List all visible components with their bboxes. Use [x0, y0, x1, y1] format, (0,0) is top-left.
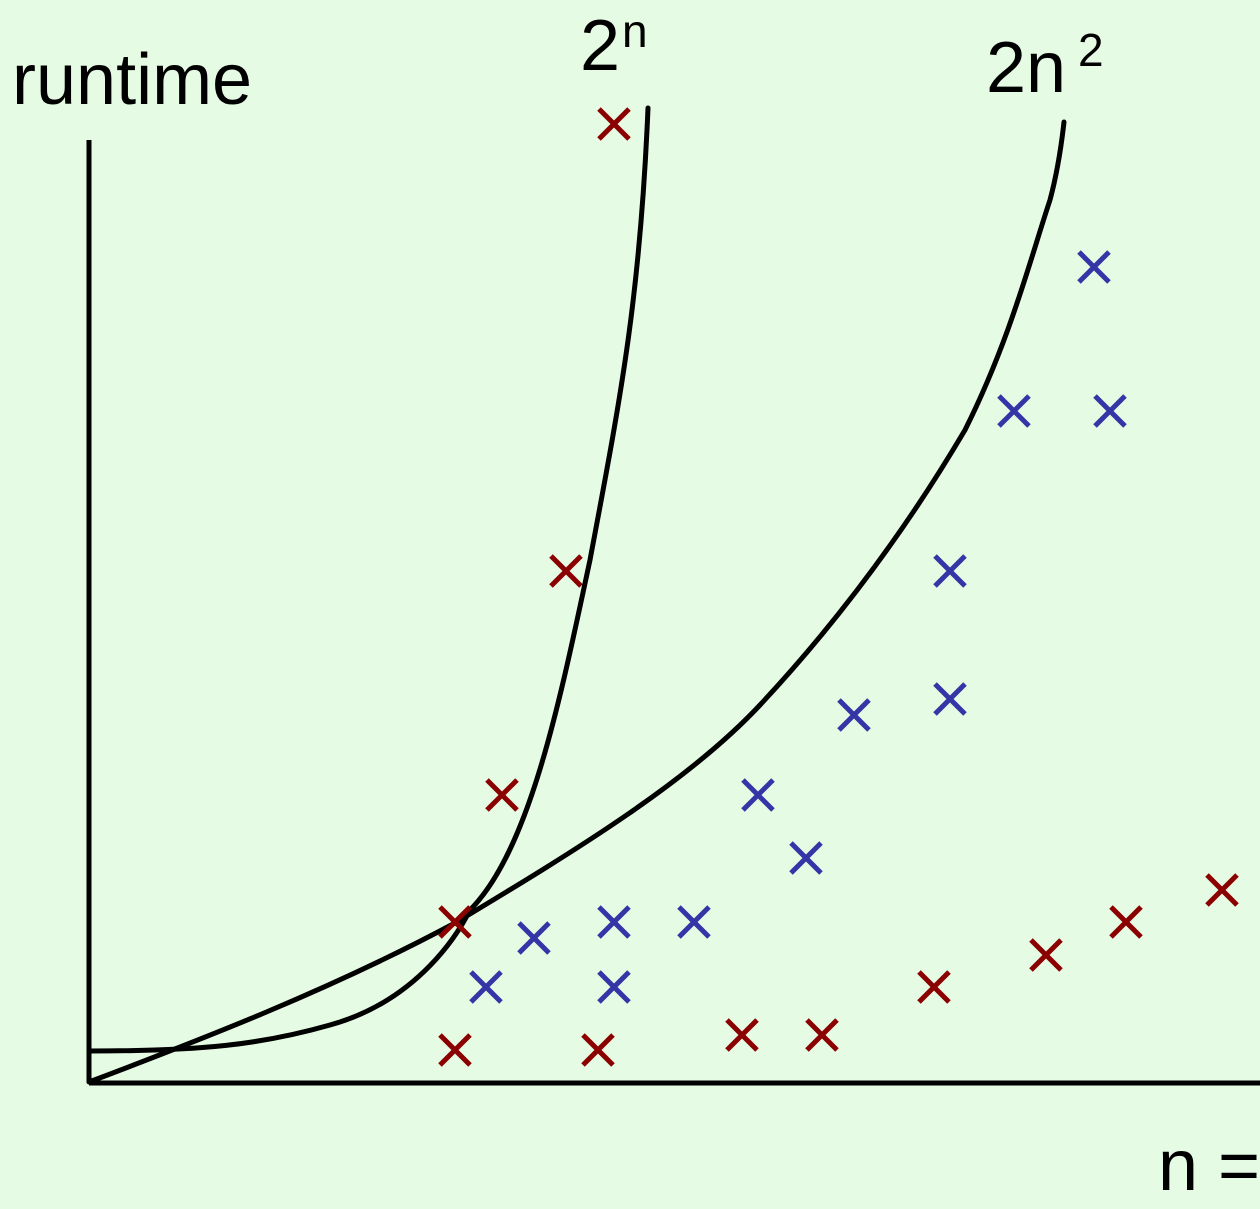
marker-stroke	[997, 394, 1031, 428]
data-point-red	[438, 1033, 472, 1067]
data-point-blue	[741, 778, 775, 812]
marker-stroke	[485, 778, 519, 812]
data-point-blue	[469, 970, 503, 1004]
marker-stroke	[1093, 394, 1127, 428]
marker-stroke	[581, 1033, 615, 1067]
marker-stroke	[837, 698, 871, 732]
data-point-red	[805, 1018, 839, 1052]
data-point-red	[549, 554, 583, 588]
data-point-red	[438, 905, 472, 939]
marker-stroke	[1029, 938, 1063, 972]
curve-2n-label-sup: n	[622, 5, 648, 57]
data-point-red	[485, 778, 519, 812]
marker-stroke	[741, 778, 775, 812]
marker-stroke	[597, 905, 631, 939]
data-point-red	[1205, 873, 1239, 907]
data-point-blue	[1077, 250, 1111, 284]
data-point-blue	[597, 905, 631, 939]
marker-stroke	[933, 554, 967, 588]
curve-2n2-label-base: 2n	[986, 28, 1066, 108]
curve-2n	[86, 105, 651, 1054]
data-point-red	[581, 1033, 615, 1067]
curve-2n2-label-sup: 2	[1078, 24, 1104, 76]
data-point-red	[917, 970, 951, 1004]
marker-stroke	[438, 905, 472, 939]
marker-stroke	[438, 1033, 472, 1067]
marker-stroke	[597, 970, 631, 1004]
marker-stroke	[805, 1018, 839, 1052]
x-axis-label: n =	[1158, 1126, 1260, 1206]
data-point-blue	[597, 970, 631, 1004]
y-axis-label: runtime	[12, 40, 252, 120]
data-point-red	[725, 1018, 759, 1052]
marker-stroke	[677, 905, 711, 939]
marker-stroke	[917, 970, 951, 1004]
marker-stroke	[933, 682, 967, 716]
marker-stroke	[597, 107, 631, 141]
data-point-blue	[837, 698, 871, 732]
curve-2n-label: 2 n	[580, 5, 648, 86]
curve-2n2-label: 2n 2	[986, 24, 1104, 108]
curve-2n-label-base: 2	[580, 6, 620, 86]
marker-stroke	[789, 841, 823, 875]
data-point-blue	[789, 841, 823, 875]
data-point-red	[1109, 905, 1143, 939]
data-point-blue	[933, 554, 967, 588]
marker-stroke	[1077, 250, 1111, 284]
data-point-blue	[517, 921, 551, 955]
data-point-red	[1029, 938, 1063, 972]
marker-stroke	[1205, 873, 1239, 907]
data-point-blue	[997, 394, 1031, 428]
marker-stroke	[725, 1018, 759, 1052]
data-markers	[438, 107, 1239, 1067]
data-point-blue	[1093, 394, 1127, 428]
data-point-blue	[677, 905, 711, 939]
data-point-blue	[933, 682, 967, 716]
marker-stroke	[469, 970, 503, 1004]
data-point-red	[597, 107, 631, 141]
marker-stroke	[549, 554, 583, 588]
marker-stroke	[1109, 905, 1143, 939]
curve-2n2	[86, 119, 1067, 1085]
marker-stroke	[517, 921, 551, 955]
